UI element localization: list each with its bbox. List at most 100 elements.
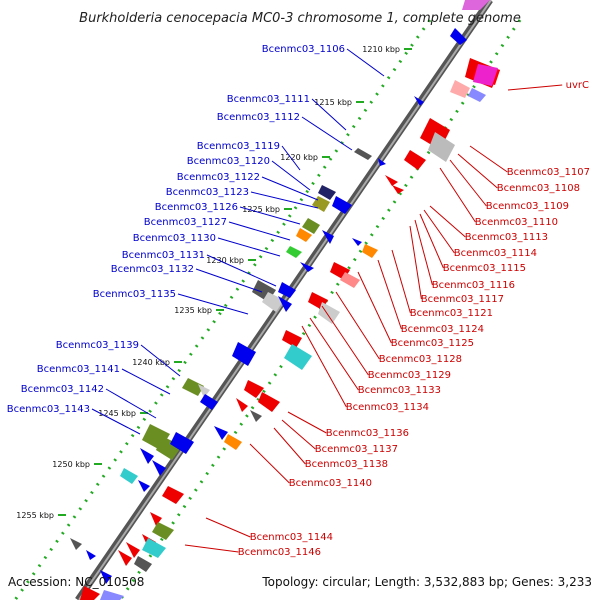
gene-feature <box>214 426 228 440</box>
gene-feature <box>126 542 140 558</box>
gene-feature <box>250 410 262 422</box>
gene-feature <box>352 238 362 246</box>
gene-label-right[interactable]: Bcenmc03_1109 <box>486 201 569 212</box>
leader-line-right <box>357 271 392 344</box>
kbp-tick-label: 1210 kbp <box>362 45 400 54</box>
gene-feature <box>86 550 96 560</box>
gene-label-right[interactable]: Bcenmc03_1128 <box>379 354 462 365</box>
gene-label-right[interactable]: Bcenmc03_1115 <box>443 263 526 274</box>
gene-label-left[interactable]: Bcenmc03_1141 <box>37 364 120 375</box>
leader-line-left <box>346 48 385 77</box>
gene-feature <box>450 80 470 98</box>
leader-line-right <box>249 443 290 484</box>
gene-label-right[interactable]: Bcenmc03_1146 <box>238 547 321 558</box>
gene-feature <box>378 158 386 166</box>
gene-feature <box>244 380 264 398</box>
left-label-group: Bcenmc03_1106 Bcenmc03_1111 Bcenmc03_1112 B… <box>7 44 345 415</box>
gene-label-right[interactable]: Bcenmc03_1124 <box>401 324 484 335</box>
gene-label-left[interactable]: Bcenmc03_1126 <box>155 202 238 213</box>
gene-feature <box>232 342 256 366</box>
leader-line-right <box>335 291 380 360</box>
gene-label-right[interactable]: Bcenmc03_1140 <box>289 478 372 489</box>
gene-label-right[interactable]: Bcenmc03_1137 <box>315 444 398 455</box>
gene-feature <box>286 246 302 258</box>
gene-label-left[interactable]: Bcenmc03_1127 <box>144 217 227 228</box>
leader-line-left <box>228 221 291 241</box>
gene-label-left[interactable]: Bcenmc03_1142 <box>21 384 104 395</box>
gene-label-left[interactable]: Bcenmc03_1111 <box>227 94 310 105</box>
gene-label-right[interactable]: Bcenmc03_1125 <box>391 338 474 349</box>
gene-feature <box>332 196 352 214</box>
gene-feature <box>152 522 174 540</box>
leader-line-left <box>261 176 319 201</box>
leader-line-right <box>429 205 466 238</box>
gene-label-right[interactable]: Bcenmc03_1133 <box>358 385 441 396</box>
gene-label-left[interactable]: Bcenmc03_1143 <box>7 404 90 415</box>
gene-label-right[interactable]: Bcenmc03_1114 <box>454 248 537 259</box>
gene-feature <box>70 538 82 550</box>
gene-feature <box>318 185 336 200</box>
gene-label-left[interactable]: Bcenmc03_1135 <box>93 289 176 300</box>
gene-label-left[interactable]: Bcenmc03_1120 <box>187 156 270 167</box>
gene-label-left[interactable]: Bcenmc03_1122 <box>177 172 260 183</box>
gene-feature <box>385 175 398 186</box>
gene-label-right[interactable]: Bcenmc03_1117 <box>421 294 504 305</box>
kbp-tick-label: 1225 kbp <box>242 205 280 214</box>
gene-feature <box>156 436 182 460</box>
leader-line-right <box>419 213 444 269</box>
gene-label-left[interactable]: Bcenmc03_1123 <box>166 187 249 198</box>
gene-label-right[interactable]: Bcenmc03_1110 <box>475 217 558 228</box>
leader-line-left <box>206 254 277 287</box>
kbp-tick-label: 1240 kbp <box>132 358 170 367</box>
gene-label-right[interactable]: Bcenmc03_1134 <box>346 402 429 413</box>
gene-label-right[interactable]: Bcenmc03_1113 <box>465 232 548 243</box>
gene-feature <box>278 282 296 298</box>
gene-label-right[interactable]: Bcenmc03_1107 <box>507 167 590 178</box>
gene-label-left[interactable]: Bcenmc03_1131 <box>122 250 205 261</box>
gene-feature <box>404 150 426 170</box>
accession-text: Accession: NC_010508 <box>8 575 144 589</box>
gene-feature <box>140 448 154 464</box>
gene-feature <box>282 330 302 348</box>
gene-label-right[interactable]: Bcenmc03_1136 <box>326 428 409 439</box>
gene-label-right[interactable]: Bcenmc03_1144 <box>250 532 333 543</box>
right-label-group: uvrC Bcenmc03_1107 Bcenmc03_1108 Bcenmc03_1… <box>238 80 590 558</box>
gene-feature <box>300 262 314 272</box>
leader-line-right <box>449 159 487 207</box>
gene-label-right[interactable]: Bcenmc03_1108 <box>497 183 580 194</box>
gene-label-right[interactable]: uvrC <box>566 80 589 91</box>
diagram-title: Burkholderia cenocepacia MC0-3 chromosom… <box>79 11 521 26</box>
leader-line-left <box>301 116 353 151</box>
gene-feature <box>120 468 138 484</box>
gene-label-left[interactable]: Bcenmc03_1130 <box>133 233 216 244</box>
gene-feature <box>134 556 152 572</box>
gene-feature <box>200 394 218 410</box>
leader-line-right <box>287 411 327 434</box>
gene-feature <box>162 486 184 504</box>
kbp-tick-label: 1255 kbp <box>16 511 54 520</box>
gene-label-left[interactable]: Bcenmc03_1106 <box>262 44 345 55</box>
gene-feature <box>182 378 204 396</box>
leader-line-left <box>177 293 249 315</box>
gene-label-right[interactable]: Bcenmc03_1121 <box>410 308 493 319</box>
leader-line-right <box>321 305 369 376</box>
gene-label-right[interactable]: Bcenmc03_1116 <box>432 280 515 291</box>
leader-line-right <box>414 219 433 286</box>
leader-line-left <box>91 408 141 435</box>
leader-line-right <box>409 225 422 300</box>
leader-line-left <box>239 206 301 225</box>
gene-label-left[interactable]: Bcenmc03_1112 <box>217 112 300 123</box>
gene-feature <box>100 590 124 600</box>
gene-label-right[interactable]: Bcenmc03_1129 <box>368 370 451 381</box>
gene-label-left[interactable]: Bcenmc03_1139 <box>56 340 139 351</box>
kbp-tick-label: 1245 kbp <box>98 409 136 418</box>
gene-feature <box>278 296 292 312</box>
gene-label-left[interactable]: Bcenmc03_1119 <box>197 141 280 152</box>
leader-line-right <box>391 249 411 314</box>
gene-feature <box>224 434 242 450</box>
leader-line-right <box>309 317 359 391</box>
gene-label-left[interactable]: Bcenmc03_1132 <box>111 264 194 275</box>
gene-label-right[interactable]: Bcenmc03_1138 <box>305 459 388 470</box>
